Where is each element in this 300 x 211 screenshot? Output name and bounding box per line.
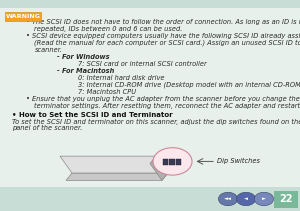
Text: • How to Set the SCSI ID and Terminator: • How to Set the SCSI ID and Terminator <box>12 112 172 118</box>
FancyBboxPatch shape <box>176 159 181 165</box>
Text: Dip Switches: Dip Switches <box>218 158 260 164</box>
Circle shape <box>218 192 238 206</box>
Text: WARNING: WARNING <box>6 14 41 19</box>
Text: • SCSI device equipped computers usually have the following SCSI ID already assi: • SCSI device equipped computers usually… <box>26 33 300 39</box>
Text: To set the SCSI ID and terminator on this scanner, adjust the dip switches found: To set the SCSI ID and terminator on thi… <box>12 119 300 125</box>
Polygon shape <box>66 173 168 180</box>
Text: ◄◄: ◄◄ <box>224 196 232 202</box>
Text: repeated, IDs between 0 and 6 can be used.: repeated, IDs between 0 and 6 can be use… <box>34 26 183 32</box>
Text: • Ensure that you unplug the AC adapter from the scanner before you change the S: • Ensure that you unplug the AC adapter … <box>26 96 300 102</box>
Circle shape <box>236 192 256 206</box>
Text: 22: 22 <box>280 194 293 204</box>
FancyBboxPatch shape <box>163 159 168 165</box>
Text: (Read the manual for each computer or SCSI card.) Assign an unused SCSI ID to th: (Read the manual for each computer or SC… <box>34 40 300 46</box>
Text: - For Windows: - For Windows <box>57 54 110 60</box>
Text: 7: Macintosh CPU: 7: Macintosh CPU <box>78 89 136 95</box>
FancyBboxPatch shape <box>274 191 298 208</box>
Text: 0: Internal hard disk drive: 0: Internal hard disk drive <box>78 75 164 81</box>
FancyBboxPatch shape <box>0 187 300 211</box>
Text: 3: Internal CD-ROM drive (Desktop model with an internal CD-ROM drive): 3: Internal CD-ROM drive (Desktop model … <box>78 81 300 88</box>
Circle shape <box>153 148 192 175</box>
Text: - For Macintosh: - For Macintosh <box>57 68 114 74</box>
Polygon shape <box>150 156 168 180</box>
Text: • The SCSI ID does not have to follow the order of connection. As long as an ID : • The SCSI ID does not have to follow th… <box>26 19 300 25</box>
FancyBboxPatch shape <box>169 159 175 165</box>
Text: panel of the scanner.: panel of the scanner. <box>12 125 82 131</box>
Text: scanner.: scanner. <box>34 47 62 53</box>
FancyBboxPatch shape <box>0 0 300 8</box>
Text: terminator settings. After resetting them, reconnect the AC adapter and restart : terminator settings. After resetting the… <box>34 103 300 109</box>
Text: ►: ► <box>262 196 266 202</box>
Polygon shape <box>60 156 168 173</box>
FancyBboxPatch shape <box>5 12 41 21</box>
Text: 7: SCSI card or internal SCSI controller: 7: SCSI card or internal SCSI controller <box>78 61 207 67</box>
Circle shape <box>254 192 274 206</box>
Text: ◄: ◄ <box>244 196 248 202</box>
